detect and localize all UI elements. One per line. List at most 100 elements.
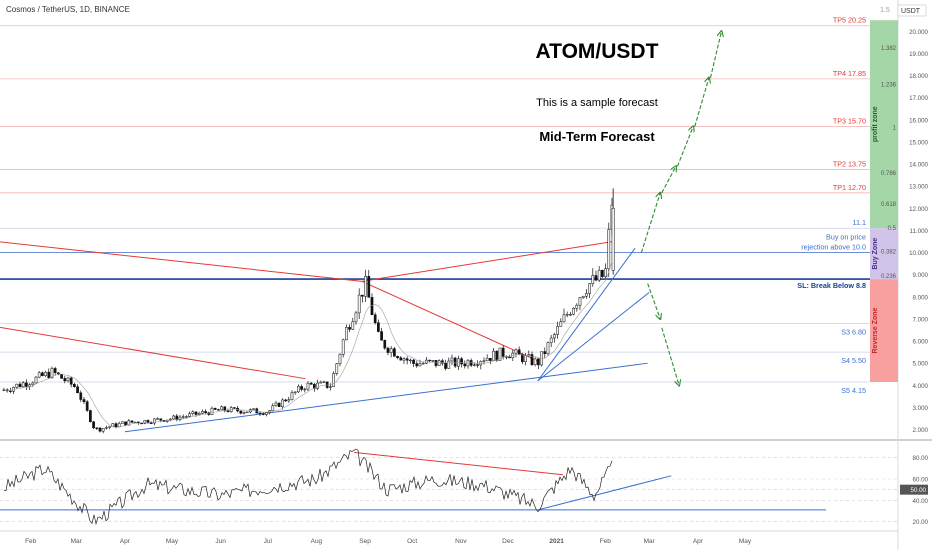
candle-body [85,401,89,411]
price-tick-label: 6.000 [913,339,929,346]
zone-label: Reverse Zone [872,307,879,353]
zone-reverse-zone [870,279,898,382]
candle-body [57,372,60,375]
candle-body [316,382,319,389]
currency-badge[interactable] [897,4,927,17]
candle-body [485,357,489,362]
candle-body [578,297,582,306]
candle-body [153,418,156,424]
candle-body [297,386,300,393]
candle-body [393,348,396,357]
candle-body [245,411,249,414]
candle-body [428,359,431,362]
price-axis-panel[interactable] [898,0,932,550]
candle-body [543,351,547,354]
candle-body [105,427,108,429]
time-tick-label: Aug [311,538,323,545]
candle-body [185,416,188,418]
candle-body [517,349,521,355]
main-chart-panel[interactable] [0,0,932,440]
time-tick-label: Feb [600,538,612,545]
candle-body [553,334,556,339]
steep-support-trendline[interactable] [537,247,636,382]
candle-body [34,376,38,384]
rsi-value-badge [900,484,928,495]
price-tick-label: 4.000 [913,383,929,390]
candle-body [223,406,227,411]
rsi-support-trendline[interactable] [537,475,672,511]
price-tick-label: 19.000 [909,51,928,58]
candle-body [140,422,143,425]
rsi-tick-label: 20.00 [913,519,929,526]
candle-body [121,421,124,424]
candle-body [124,421,127,426]
candle-body [63,378,67,382]
pullback-trendline[interactable] [361,280,538,362]
rsi-resistance-trendline[interactable] [354,451,563,476]
candle-body [309,382,313,385]
candle-body [306,382,310,390]
midterm-forecast-text: Mid-Term Forecast [539,129,655,144]
candle-body [338,354,342,364]
candle-body [498,347,502,361]
candle-body [47,371,51,379]
candle-body [9,390,12,392]
candle-body [396,356,399,358]
candle-body [546,342,550,354]
candle-body [220,406,223,411]
candle-body [277,402,281,407]
price-tick-label: 20.000 [909,29,928,36]
candle-body [437,360,441,366]
candle-body [281,399,284,407]
time-tick-label: Mar [644,538,656,545]
zone-label: Buy Zone [872,238,879,270]
resistance-trendline[interactable] [0,241,362,282]
candle-body [348,327,351,330]
scale-label: 1.5 [880,7,890,14]
candle-body [405,358,409,361]
candle-body [217,409,220,411]
time-tick-label: Apr [693,538,704,545]
candle-body [402,358,406,361]
price-tick-label: 10.000 [909,250,928,257]
fib-label: 0.618 [881,202,897,208]
candle-body [252,408,255,410]
candle-body [178,416,182,421]
candle-body [383,340,387,349]
candle-body [508,356,511,359]
price-tick-label: 3.000 [913,405,929,412]
candle-body [15,383,19,388]
mid-support-trendline[interactable] [537,291,650,382]
candle-body [444,362,447,369]
candle-body [597,270,601,281]
zone-profit-zone [870,20,898,229]
candle-body [284,399,287,402]
level-label: TP1 12.70 [833,183,866,192]
candle-body [66,377,70,382]
candle-body [143,420,147,424]
candle-body [399,357,403,361]
candle-body [73,384,76,388]
candle-body [204,411,207,413]
price-tick-label: 16.000 [909,117,928,124]
long-support-trendline[interactable] [124,362,648,433]
descending-trendline[interactable] [0,321,306,380]
fib-label: 0.382 [881,249,897,255]
candle-body [367,276,371,298]
level-label: Buy on price [826,233,866,242]
candle-body [188,413,191,417]
level-label: rejection above 10.0 [801,243,866,252]
upper-channel-trendline[interactable] [361,240,614,282]
price-tick-label: 7.000 [913,316,929,323]
level-label: S4 5.50 [841,356,866,365]
candle-body [588,283,591,294]
symbol-header: Cosmos / TetherUS, 1D, BINANCE [6,5,130,14]
candle-body [373,314,377,323]
fib-label: 1 [893,126,897,132]
candle-body [191,411,195,414]
zone-label: profit zone [872,106,879,142]
candle-body [172,415,175,420]
price-tick-label: 2.000 [913,427,929,434]
candle-body [482,360,486,362]
rsi-tick-label: 60.00 [913,477,929,484]
